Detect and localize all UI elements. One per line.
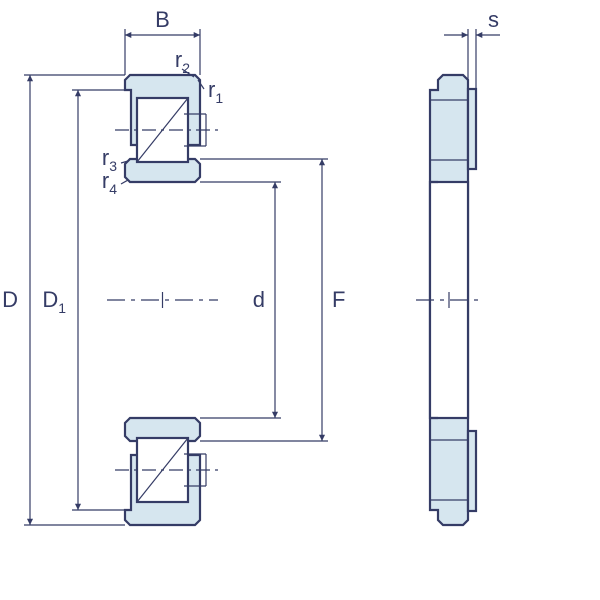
label-B: B bbox=[155, 7, 170, 32]
label-F: F bbox=[332, 287, 345, 312]
label-s: s bbox=[488, 7, 499, 32]
label-D: D bbox=[2, 287, 18, 312]
label-d: d bbox=[253, 287, 265, 312]
